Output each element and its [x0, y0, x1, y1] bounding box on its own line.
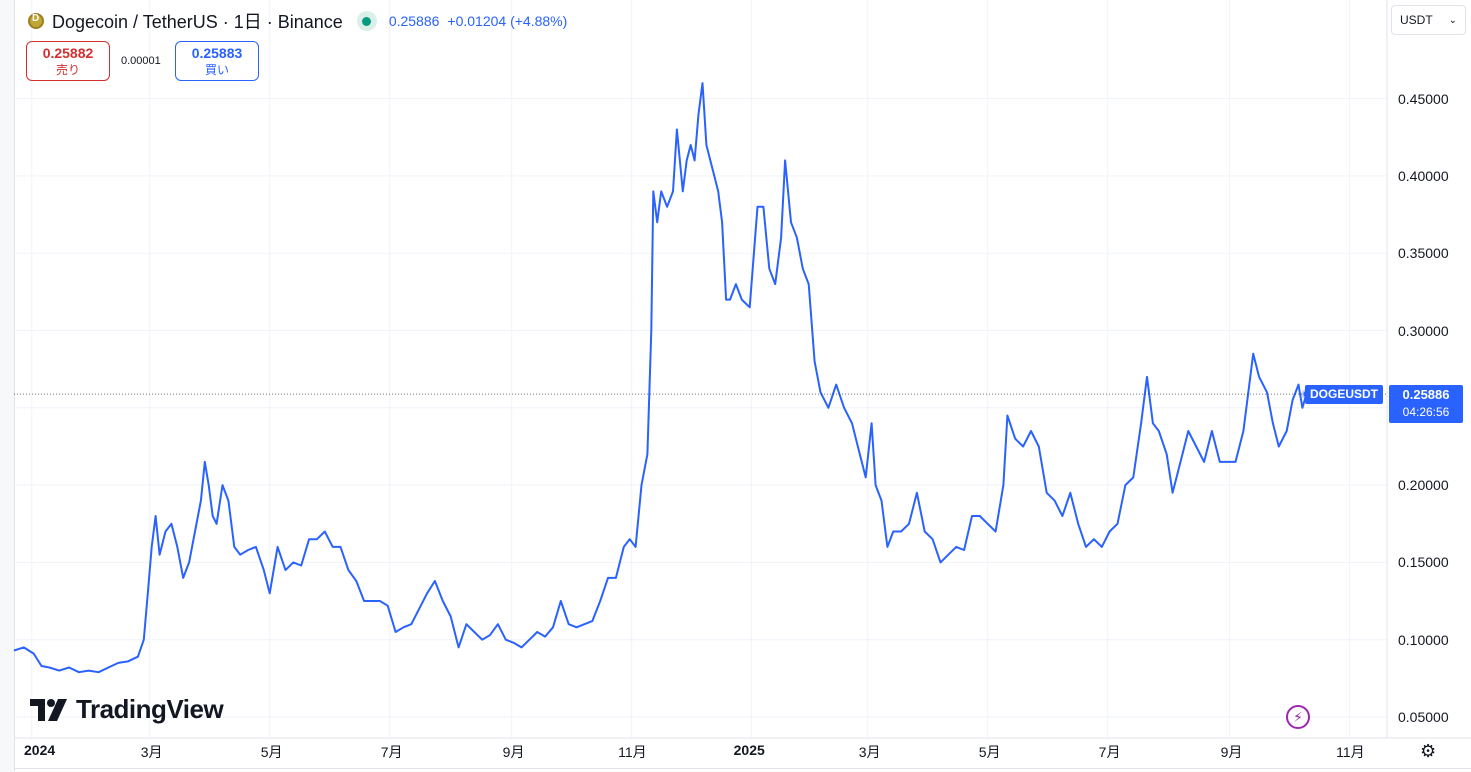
x-tick-label: 7月 [1098, 744, 1121, 760]
dogecoin-icon [28, 13, 44, 29]
market-open-icon[interactable] [356, 11, 377, 31]
series-layer [13, 82, 1387, 674]
tradingview-wordmark: TradingView [76, 694, 224, 724]
x-tick-label: 2025 [733, 742, 765, 758]
x-tick-label: 11月 [618, 744, 647, 760]
currency-select-value: USDT [1400, 13, 1433, 27]
sell-button[interactable]: 0.25882 売り [26, 41, 110, 81]
y-tick-label: 0.45000 [1398, 90, 1449, 107]
grid [14, 0, 1387, 738]
x-tick-label: 3月 [858, 744, 881, 760]
current-price-value: 0.25886 [1402, 387, 1450, 402]
chevron-down-icon: ⌄ [1448, 14, 1457, 26]
tradingview-logo-icon [30, 698, 67, 721]
sell-label: 売り [55, 62, 80, 77]
bottom-border [14, 768, 1471, 769]
chart-header: Dogecoin / TetherUS · 1日 · Binance 0.258… [28, 8, 567, 34]
current-price-tag: 0.25886 04:26:56 [1389, 385, 1463, 423]
y-tick-label: 0.40000 [1398, 167, 1449, 184]
x-tick-label: 5月 [978, 744, 1001, 760]
spread-value: 0.00001 [121, 55, 161, 67]
buy-label: 買い [204, 62, 229, 77]
x-tick-label: 3月 [140, 744, 163, 760]
last-price: 0.25886 [388, 13, 440, 29]
y-tick-label: 0.35000 [1398, 245, 1449, 262]
x-tick-label: 7月 [380, 744, 403, 760]
sell-price: 0.25882 [42, 44, 94, 61]
y-tick-label: 0.15000 [1398, 554, 1449, 571]
currency-select[interactable]: USDT ⌄ [1391, 5, 1466, 35]
left-toolbar-edge [0, 0, 15, 772]
settings-icon[interactable]: ⚙ [1420, 741, 1437, 761]
x-tick-label: 9月 [1220, 744, 1243, 760]
ticker-tag: DOGEUSDT [1305, 385, 1384, 404]
tradingview-logo[interactable]: TradingView [30, 694, 224, 725]
lightning-icon[interactable]: ⚡ [1286, 705, 1310, 729]
x-tick-label: 11月 [1336, 744, 1365, 760]
y-tick-label: 0.10000 [1398, 631, 1449, 648]
x-tick-label: 5月 [260, 744, 283, 760]
price-change: +0.01204 (+4.88%) [447, 13, 568, 29]
y-tick-label: 0.20000 [1398, 477, 1449, 494]
buy-button[interactable]: 0.25883 買い [175, 41, 259, 81]
x-tick-label: 2024 [24, 742, 56, 758]
buy-price: 0.25883 [191, 44, 243, 61]
bar-countdown: 04:26:56 [1402, 405, 1450, 419]
y-tick-label: 0.05000 [1398, 709, 1449, 725]
symbol-title[interactable]: Dogecoin / TetherUS · 1日 · Binance [52, 12, 343, 32]
y-tick-label: 0.30000 [1398, 322, 1449, 339]
x-tick-label: 9月 [502, 744, 525, 760]
series-line-dogeusdt[interactable] [13, 82, 1308, 674]
